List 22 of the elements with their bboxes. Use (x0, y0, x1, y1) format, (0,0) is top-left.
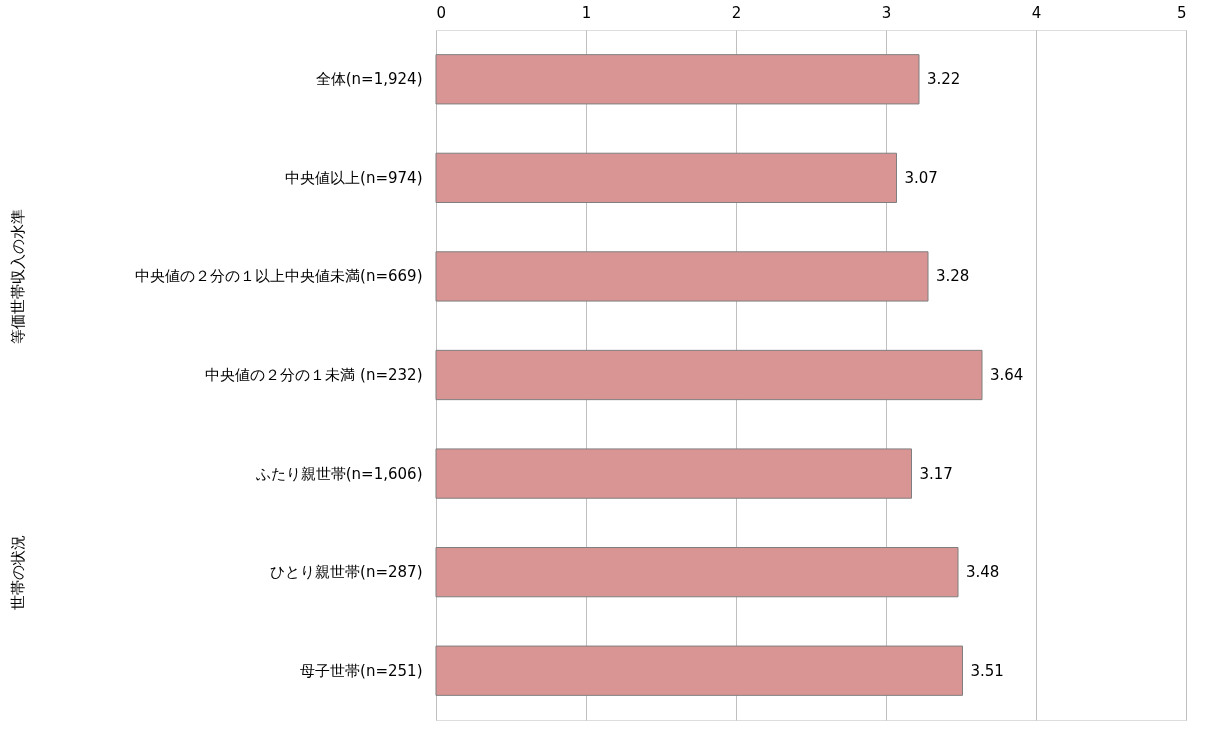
x-tick-label: 0 (436, 3, 447, 22)
x-tick-label: 3 (881, 3, 892, 22)
data-label: 3.48 (966, 563, 1000, 582)
y-tick-label: 中央値の２分の１以上中央値未満(n=669) (135, 267, 423, 286)
y-tick-label: ふたり親世帯(n=1,606) (254, 464, 423, 483)
y-tick-label: ひとり親世帯(n=287) (270, 563, 423, 582)
data-label: 3.22 (927, 70, 961, 89)
text: 世帯の状況 (9, 534, 27, 610)
data-label: 3.28 (936, 267, 970, 286)
y-tick-label: 中央値以上(n=974) (285, 168, 423, 187)
x-tick-label: 2 (731, 3, 742, 22)
y-tick-label: 全体(n=1,924) (315, 70, 423, 89)
data-label: 3.64 (990, 366, 1024, 384)
y-tick-label: 中央値の２分の１未満 (n=232) (205, 366, 423, 384)
x-tick-label: 4 (1031, 3, 1042, 22)
data-label: 3.17 (919, 464, 953, 483)
text: 等価世帯収入の水準 (9, 208, 27, 344)
data-label: 3.07 (904, 168, 938, 187)
y-tick-label: 母子世帯(n=251) (300, 661, 423, 680)
x-tick-label: 5 (1176, 3, 1187, 22)
data-label: 3.51 (970, 661, 1004, 680)
x-tick-label: 1 (581, 3, 592, 22)
